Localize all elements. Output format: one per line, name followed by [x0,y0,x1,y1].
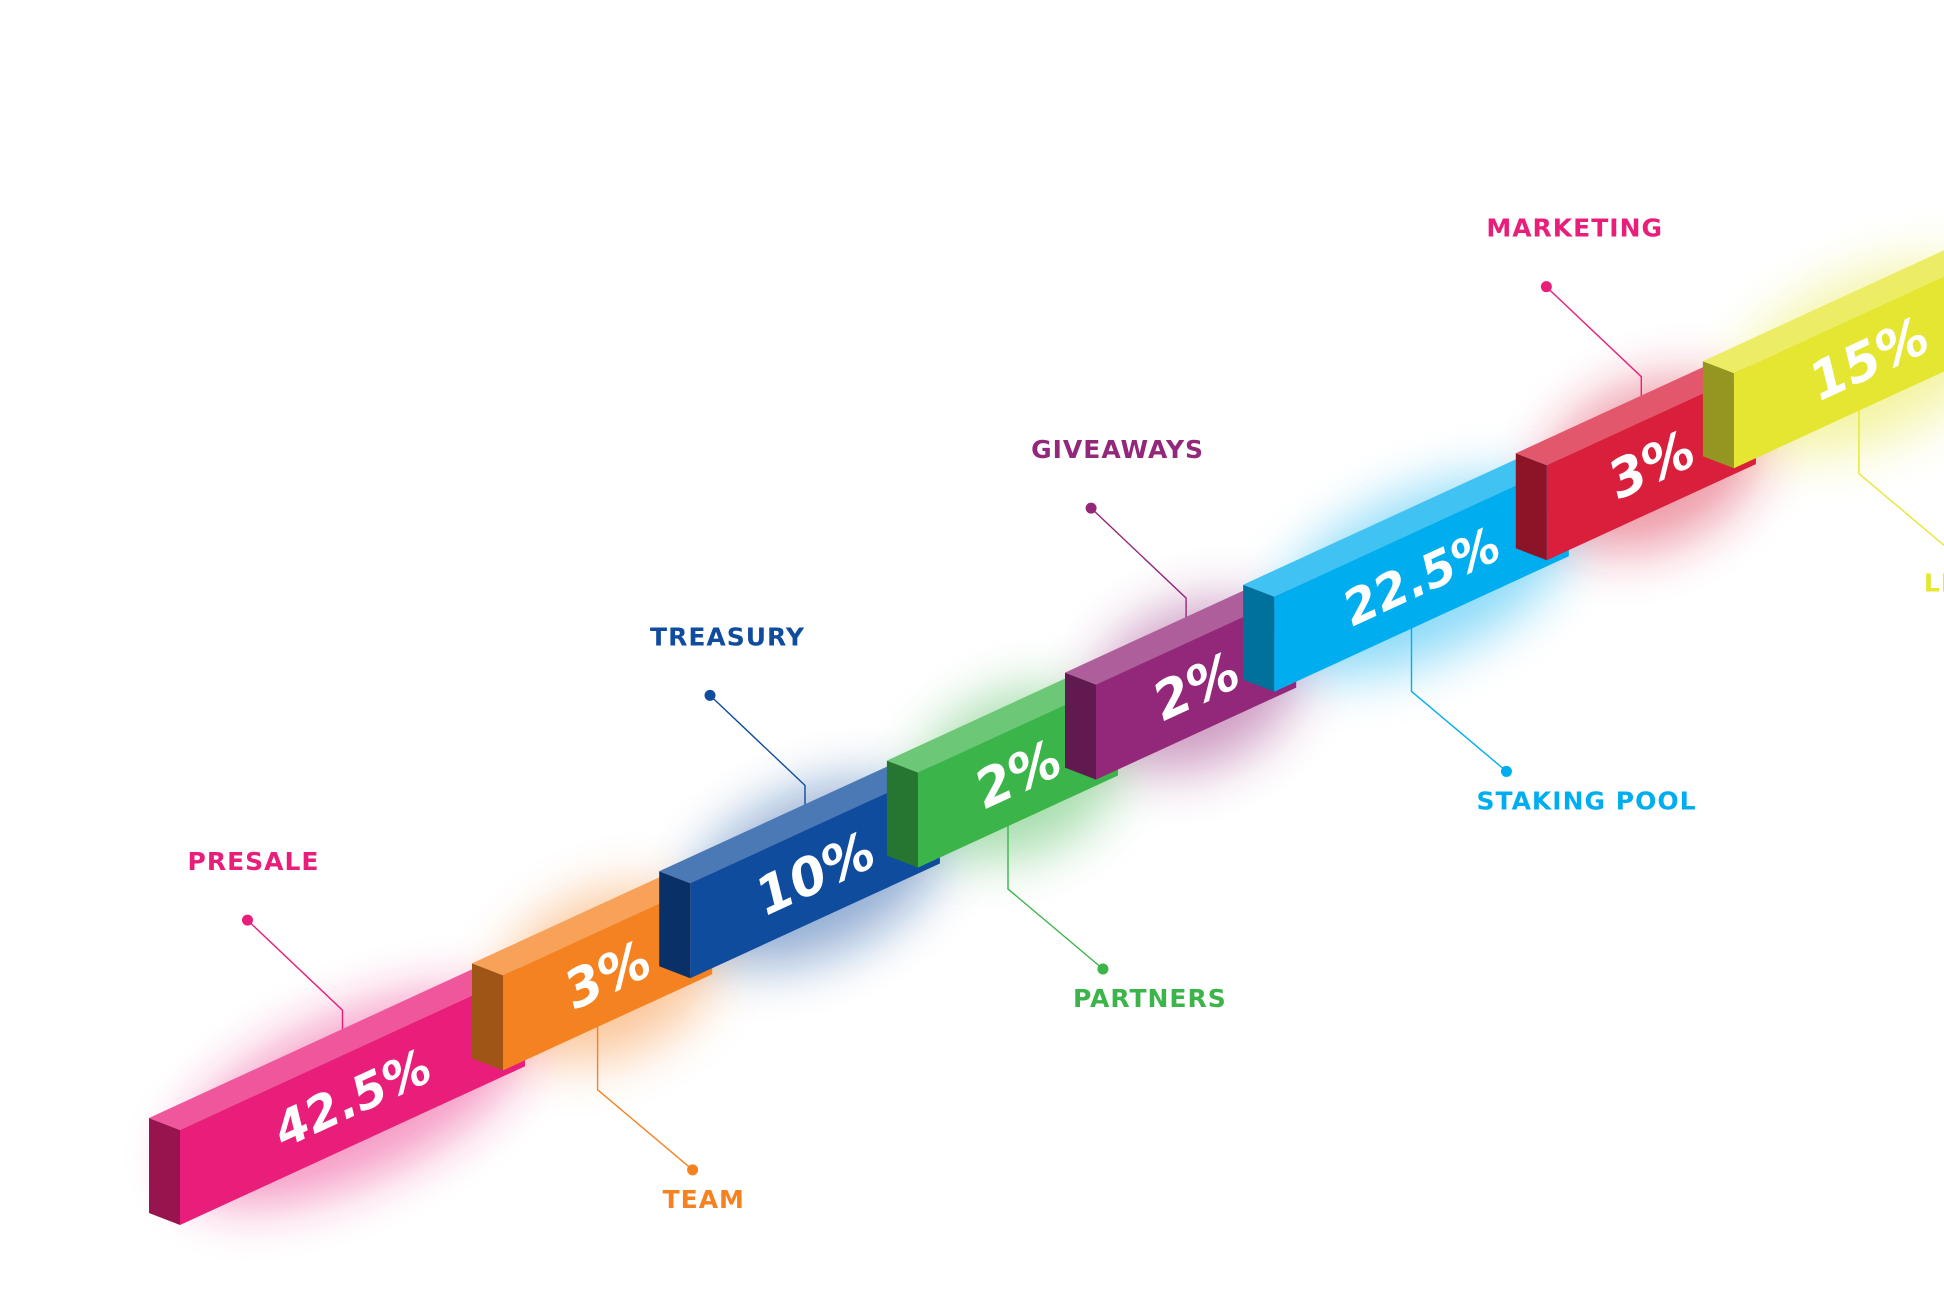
bar-front-face [180,971,525,1225]
bar-top-face [1515,357,1756,466]
category-label: TREASURY [650,622,805,651]
bar-block [1243,449,1569,692]
bar-side-face [149,1118,180,1225]
bar-front-face [1733,276,1944,469]
bar-top-face [886,668,1118,773]
bar-side-face [659,871,691,979]
bar-top-face [472,867,713,976]
category-label: PARTNERS [1073,984,1227,1013]
leader-dot [687,1164,699,1176]
leader-dot [1540,281,1552,293]
leader-dot [242,914,253,926]
bar-side-face [1515,453,1547,561]
bar-top-face [659,756,940,884]
bar-side-face [1243,584,1275,692]
category-label: MARKETING [1486,214,1663,243]
bar-side-face [1065,672,1096,780]
leader-dot [1097,963,1109,975]
bar-front-face [1274,461,1569,692]
bar-block [1702,250,1944,469]
category-label: TEAM [663,1185,745,1214]
bar-top-face [1065,580,1297,685]
bar-front-face [690,768,940,979]
bar-top-face [1702,250,1944,374]
bar-top-face [1243,449,1569,597]
leader-dot [704,689,716,701]
category-label: GIVEAWAYS [1031,435,1204,464]
leader-dot [1500,765,1512,777]
leader-dot [1085,502,1097,514]
bar-top-face [149,959,525,1130]
bar-block [149,959,525,1225]
category-label: LIQUIDITY [1924,569,1944,598]
bar-side-face [1702,361,1734,469]
bar-side-face [886,760,918,868]
bar-side-face [472,963,503,1071]
bar-block [659,756,940,979]
category-label: STAKING POOL [1476,786,1696,815]
category-label: PRESALE [188,847,320,876]
bar-blocks [149,250,1944,1225]
